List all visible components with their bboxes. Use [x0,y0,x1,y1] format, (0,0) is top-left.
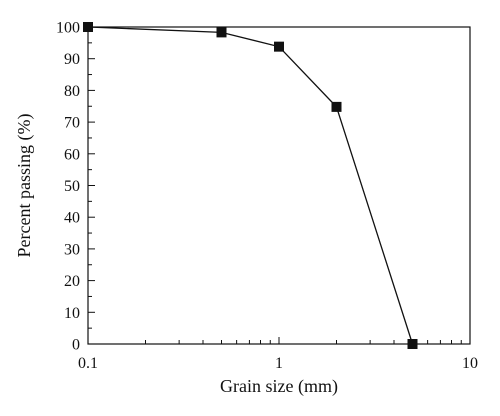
y-tick-label: 70 [64,115,80,132]
y-tick-label: 90 [64,51,80,68]
x-tick-label: 0.1 [78,355,98,372]
x-tick-label: 1 [275,355,283,372]
y-tick-label: 50 [64,178,80,195]
data-point [331,101,342,112]
data-point [83,22,93,32]
y-tick-label: 20 [64,273,80,290]
data-point [216,27,227,38]
plot-area: 0 10 20 30 40 50 60 70 80 90 100 0.1 1 10 [56,20,478,373]
data-point [407,339,418,349]
y-tick-label: 30 [64,241,80,258]
y-tick-label: 80 [64,83,80,100]
plot-frame [87,26,471,345]
x-tick-label: 10 [462,355,478,372]
y-axis-title: Percent passing (%) [14,114,35,258]
y-tick-label: 40 [64,210,80,227]
data-point [274,41,284,52]
series-line [87,26,414,345]
x-axis-title: Grain size (mm) [220,376,338,397]
y-tick-label: 60 [64,146,80,163]
y-tick-label: 100 [56,20,80,37]
y-tick-label: 0 [72,337,80,354]
y-tick-label: 10 [64,305,80,322]
